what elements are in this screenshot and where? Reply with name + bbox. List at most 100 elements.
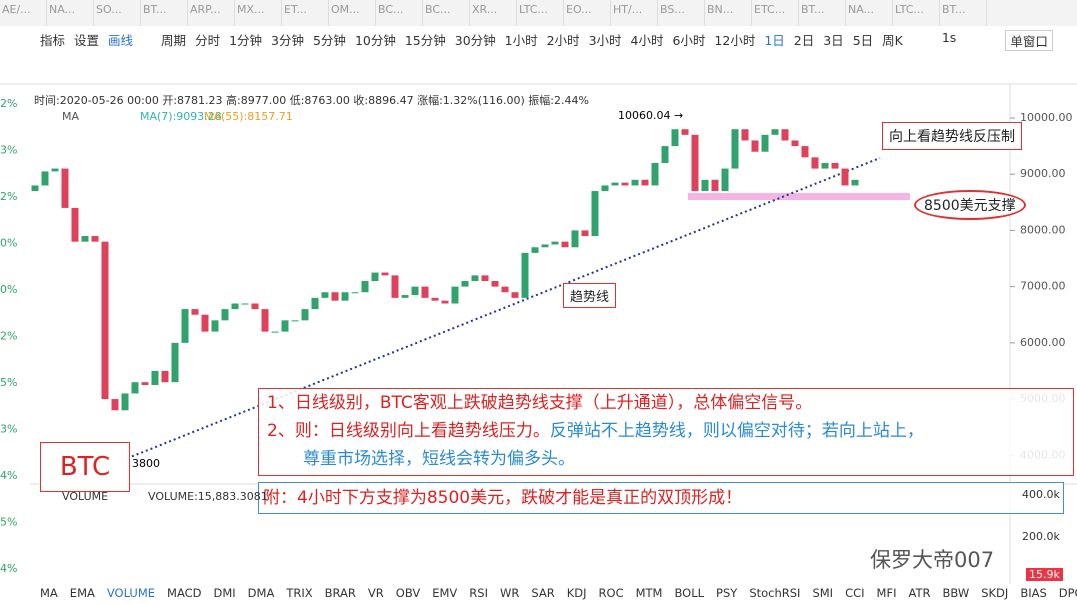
- candle-body: [441, 300, 449, 304]
- candle-body: [791, 140, 799, 147]
- candle-body: [301, 309, 309, 321]
- ma55: MA(55):8157.71: [204, 110, 293, 123]
- candle-body: [131, 382, 139, 394]
- vol-tick: 400.0k: [1022, 488, 1060, 501]
- indicator: OBV: [395, 586, 421, 600]
- tab[interactable]: BT...: [799, 0, 846, 26]
- tab[interactable]: BT...: [141, 0, 188, 26]
- indicator: DPO: [1058, 586, 1077, 600]
- resistance-note: 向上看趋势线反压制: [882, 122, 1022, 150]
- candle-body: [321, 292, 329, 298]
- tab[interactable]: BC...: [423, 0, 470, 26]
- tab[interactable]: BS...: [658, 0, 705, 26]
- left-percent: 0%: [0, 283, 17, 296]
- indicator: WR: [499, 586, 520, 600]
- candle-body: [391, 275, 399, 298]
- left-percent: 2%: [0, 97, 17, 110]
- tab[interactable]: SO...: [94, 0, 141, 26]
- period: 2小时: [546, 33, 580, 48]
- indicator: SKDJ: [981, 586, 1009, 600]
- candle-body: [401, 295, 409, 298]
- left-percent: 0%: [0, 237, 17, 250]
- y-tick-label: 8000.00: [1020, 223, 1066, 236]
- left-percent: 2%: [0, 190, 17, 203]
- period: 12小时: [714, 33, 756, 48]
- candle-body: [761, 134, 769, 152]
- indicator: MFI: [876, 586, 897, 600]
- indicator: MTM: [635, 586, 663, 600]
- candle-body: [251, 303, 259, 310]
- tab[interactable]: ARP...: [188, 0, 235, 26]
- indicator: RSI: [469, 586, 488, 600]
- candle-body: [841, 168, 849, 186]
- candle-body: [471, 275, 479, 282]
- candle-body: [31, 185, 39, 192]
- tab[interactable]: HT/...: [611, 0, 658, 26]
- candle-body: [101, 241, 109, 400]
- indicator: BRAR: [324, 586, 356, 600]
- y-tick-label: 9000.00: [1020, 167, 1066, 180]
- period: 2日: [793, 33, 815, 48]
- tab[interactable]: LTC...: [893, 0, 940, 26]
- tab[interactable]: NA...: [47, 0, 94, 26]
- period: 1日: [764, 33, 785, 48]
- candle-body: [601, 185, 609, 192]
- candle-body: [511, 292, 519, 298]
- tab[interactable]: BN...: [705, 0, 752, 26]
- candle-body: [711, 179, 719, 192]
- candle-body: [851, 179, 859, 186]
- candle-body: [201, 314, 209, 332]
- tab[interactable]: ET...: [282, 0, 329, 26]
- candle-body: [51, 168, 59, 172]
- candle-body: [831, 162, 839, 169]
- trend-note: 趋势线: [563, 283, 617, 308]
- period: 10分钟: [354, 33, 396, 48]
- candle-body: [91, 236, 99, 242]
- tab[interactable]: XR...: [470, 0, 517, 26]
- tab[interactable]: BT...: [940, 0, 987, 26]
- low-label: 3800: [132, 457, 160, 470]
- candle-body: [801, 146, 809, 158]
- candle-body: [311, 297, 319, 310]
- indicator: SAR: [531, 586, 555, 600]
- candle-body: [551, 241, 559, 245]
- indicator: ROC: [598, 586, 624, 600]
- candle-body: [501, 286, 509, 293]
- candle-body: [241, 303, 249, 305]
- candle-body: [341, 292, 349, 301]
- tab[interactable]: OM...: [329, 0, 376, 26]
- indicator: ATR: [908, 586, 931, 600]
- candle-body: [111, 399, 119, 411]
- tab[interactable]: NA...: [846, 0, 893, 26]
- candle-body: [581, 230, 589, 237]
- tab[interactable]: MX...: [235, 0, 282, 26]
- period: 4小时: [630, 33, 664, 48]
- support-note: 8500美元支撑: [914, 190, 1026, 220]
- tab[interactable]: LTC...: [517, 0, 564, 26]
- high-label: 10060.04 →: [618, 109, 683, 122]
- tab[interactable]: EO...: [564, 0, 611, 26]
- candle-body: [541, 244, 549, 248]
- y-tick-label: 7000.00: [1020, 280, 1066, 293]
- note: 附：4小时下方支撑为8500美元，跌破才能是真正的双顶形成！: [258, 482, 1064, 514]
- support-zone: [688, 193, 910, 200]
- tab[interactable]: BC...: [376, 0, 423, 26]
- indicator: DMA: [247, 586, 275, 600]
- candle-body: [261, 309, 269, 332]
- indicator: MACD: [167, 586, 202, 600]
- left-percent: 4%: [0, 562, 17, 575]
- tab[interactable]: AE/...: [0, 0, 47, 26]
- indicator-tabs: MA EMA VOLUME MACD DMI DMA TRIX BRAR VR OBV EMV RSI…: [40, 586, 1077, 600]
- candle-body: [71, 207, 79, 242]
- candle-body: [461, 281, 469, 287]
- indicator: SMI: [812, 586, 834, 600]
- indicator: EMA: [69, 586, 95, 600]
- candle-body: [821, 162, 829, 169]
- line2a: 2、则：日线级别向上看趋势线压力。: [267, 421, 550, 441]
- candle-body: [561, 241, 569, 248]
- indicator: CCI: [845, 586, 865, 600]
- tab[interactable]: ETC...: [752, 0, 799, 26]
- candle-body: [231, 303, 239, 310]
- candle-body: [671, 129, 679, 147]
